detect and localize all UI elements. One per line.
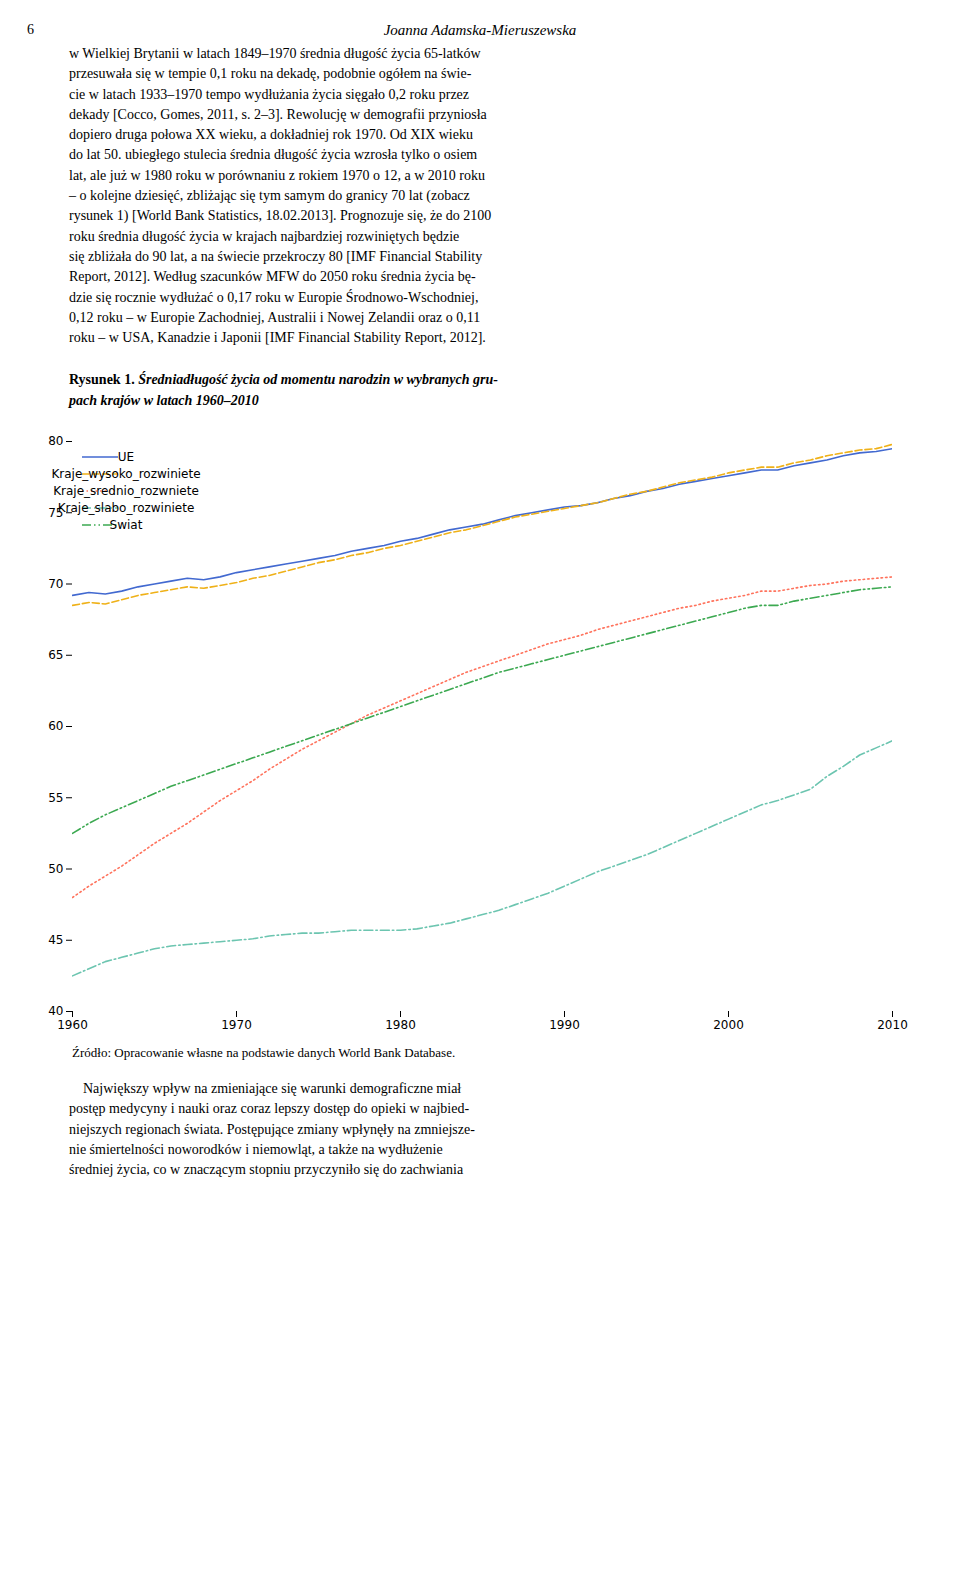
svg-text:2010: 2010	[877, 1018, 908, 1032]
html-text:6: 6	[27, 22, 34, 37]
html-text:Rysunek 1. Średniadługość życi: Rysunek 1. Średniadługość życia od momen…	[69, 372, 498, 388]
svg-text:1980: 1980	[385, 1018, 416, 1032]
svg-text:Swiat: Swiat	[110, 518, 143, 532]
html-text:Największy wpływ na zmieniając: Największy wpływ na zmieniające się waru…	[69, 1081, 475, 1178]
svg-text:1970: 1970	[221, 1018, 252, 1032]
svg-text:55: 55	[48, 791, 63, 805]
svg-text:Kraje_wysoko_rozwiniete: Kraje_wysoko_rozwiniete	[51, 467, 200, 481]
svg-text:1960: 1960	[57, 1018, 88, 1032]
svg-text:60: 60	[48, 719, 63, 733]
svg-text:Kraje_srednio_rozwniete: Kraje_srednio_rozwniete	[53, 484, 199, 498]
html-text:w Wielkiej Brytanii w latach 1: w Wielkiej Brytanii w latach 1849–1970 ś…	[69, 46, 492, 346]
svg-text:2000: 2000	[713, 1018, 744, 1032]
html-text:Joanna Adamska-Mieruszewska: Joanna Adamska-Mieruszewska	[383, 22, 577, 38]
svg-text:1990: 1990	[549, 1018, 580, 1032]
html-text:Źródło: Opracowanie własne na: Źródło: Opracowanie własne na podstawie …	[72, 1045, 456, 1060]
svg-text:80: 80	[48, 434, 63, 448]
svg-text:70: 70	[48, 577, 63, 591]
svg-text:75: 75	[48, 505, 64, 520]
svg-text:50: 50	[48, 862, 63, 876]
svg-text:UE: UE	[118, 450, 134, 464]
svg-text:Kraje_slabo_rozwiniete: Kraje_slabo_rozwiniete	[58, 501, 195, 515]
html-text:pach krajów w latach 1960–2010: pach krajów w latach 1960–2010	[69, 392, 259, 408]
svg-text:40: 40	[48, 1004, 63, 1018]
svg-text:65: 65	[48, 648, 63, 662]
svg-text:45: 45	[48, 933, 63, 947]
